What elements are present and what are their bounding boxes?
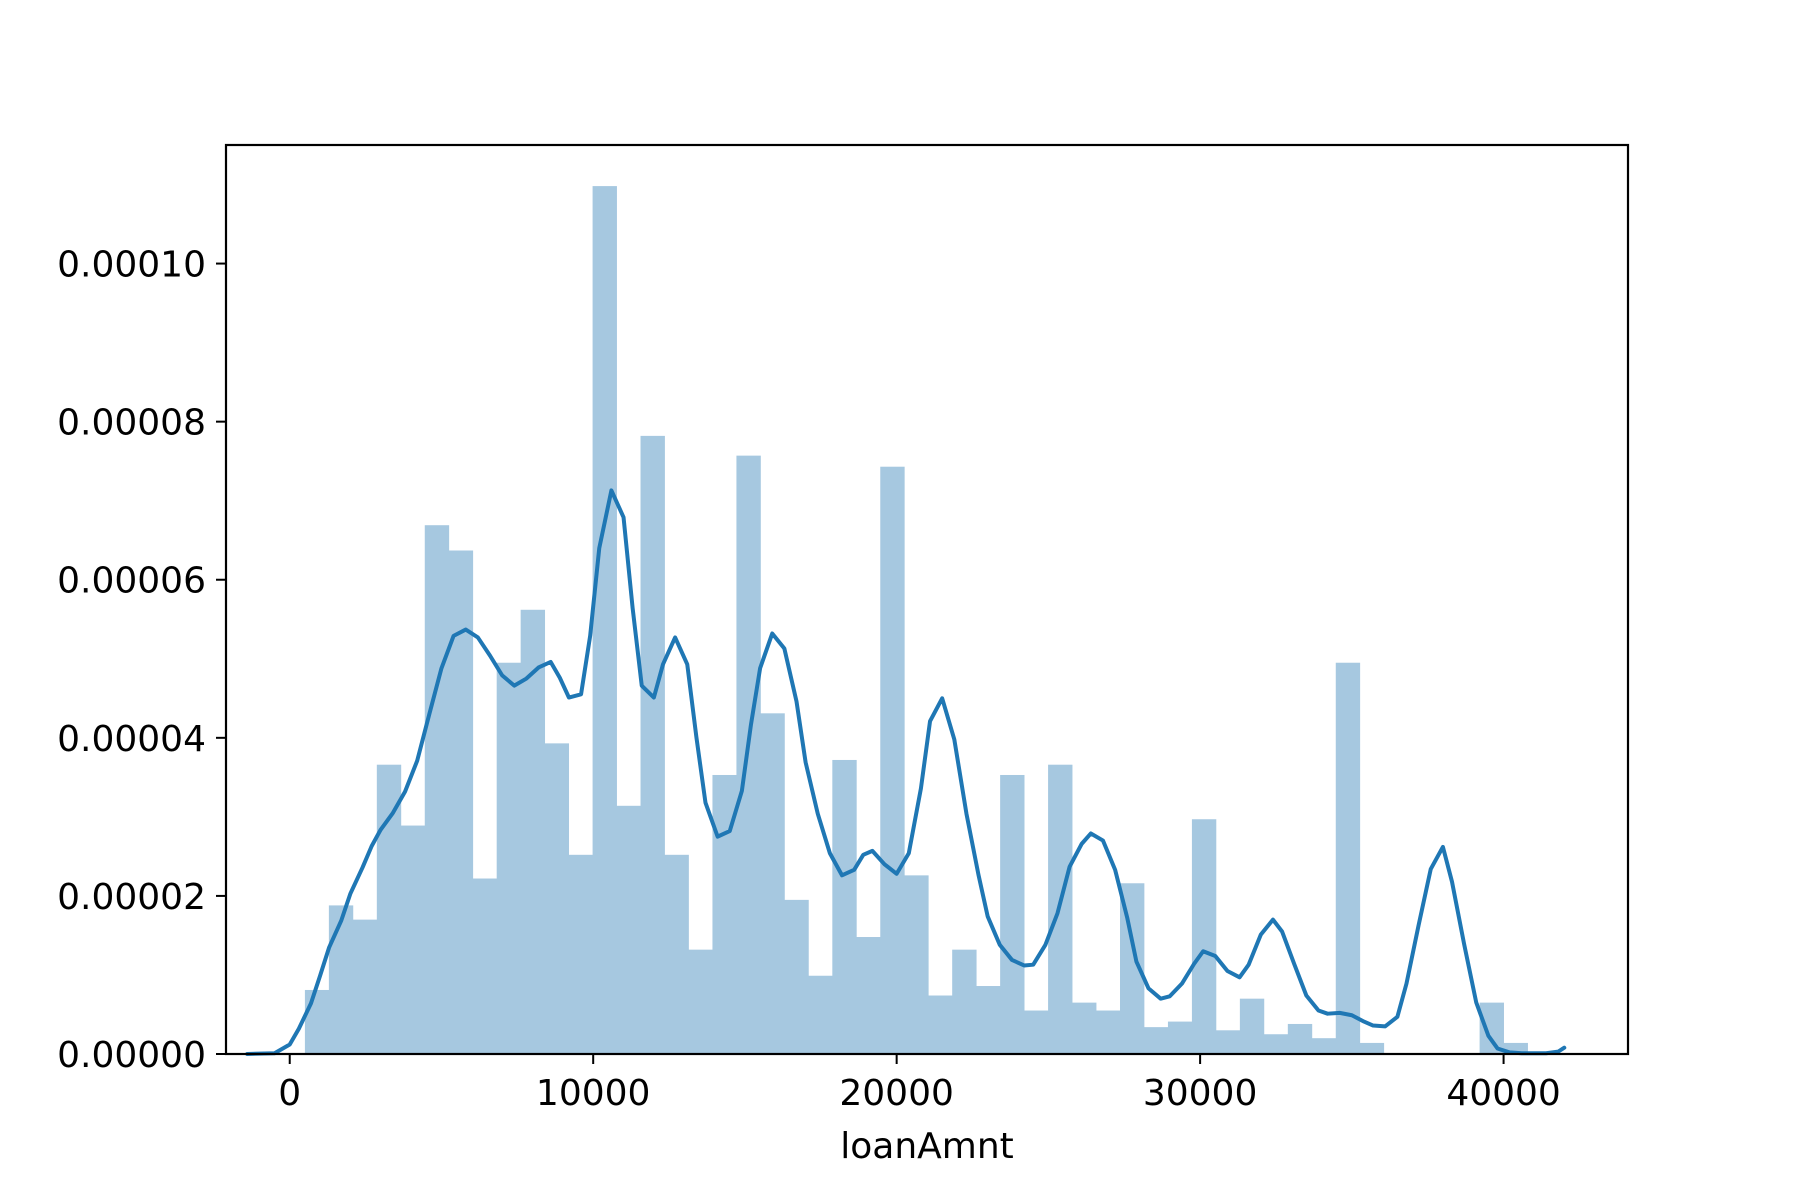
histogram-bar xyxy=(424,525,450,1054)
histogram-bar xyxy=(1263,1034,1289,1054)
y-tick-label: 0.00008 xyxy=(57,403,206,444)
histogram-bar xyxy=(568,854,593,1054)
histogram-bar xyxy=(1024,1010,1049,1054)
histogram-bar xyxy=(664,854,689,1054)
histogram-bars xyxy=(304,186,1528,1055)
histogram-bar xyxy=(376,764,402,1054)
histogram-bar xyxy=(1143,1027,1169,1054)
histogram-bar xyxy=(616,805,641,1054)
histogram-bar xyxy=(904,875,929,1054)
histogram-bar xyxy=(1359,1042,1385,1054)
histogram-bar xyxy=(472,878,498,1054)
histogram-bar xyxy=(1503,1042,1528,1054)
histogram-bar xyxy=(952,949,977,1054)
histogram-bar xyxy=(976,986,1001,1054)
histogram-bar xyxy=(544,743,570,1054)
histogram-bar xyxy=(1335,662,1361,1054)
histogram-bar xyxy=(880,466,905,1055)
histogram-bar xyxy=(304,989,330,1054)
histogram-bar xyxy=(400,825,426,1054)
histogram-bar xyxy=(832,759,857,1054)
plot-frame xyxy=(224,143,1630,1056)
histogram-bar xyxy=(856,937,881,1054)
x-axis-ticks: 0 10000 20000 30000 40000 xyxy=(278,1054,1561,1114)
histogram-bar xyxy=(640,435,665,1054)
histogram-bar xyxy=(1215,1030,1241,1054)
histogram-bar xyxy=(784,899,809,1054)
histogram-bar xyxy=(1479,1002,1504,1054)
histogram-bar xyxy=(1072,1002,1097,1054)
histogram-bar xyxy=(1000,774,1025,1054)
histogram-bar xyxy=(1167,1021,1193,1054)
histogram-bar xyxy=(1239,998,1265,1054)
kde-curve xyxy=(245,488,1567,1056)
y-tick-label: 0.00000 xyxy=(57,1035,206,1076)
y-tick-label: 0.00002 xyxy=(57,877,206,918)
histogram-bar xyxy=(1191,819,1217,1054)
x-tick-label: 0 xyxy=(278,1073,301,1114)
histogram-bar xyxy=(808,975,833,1054)
x-tick-label: 40000 xyxy=(1446,1073,1561,1114)
x-axis-title: loanAmnt xyxy=(840,1126,1014,1167)
histogram-bar xyxy=(496,662,522,1054)
y-axis-ticks: 0.00000 0.00002 0.00004 0.00006 0.00008 0.000… xyxy=(57,245,226,1076)
x-tick-label: 10000 xyxy=(536,1073,651,1114)
histogram-bar xyxy=(352,919,378,1054)
kde-curve-layer xyxy=(245,488,1567,1056)
histogram-bar xyxy=(328,905,354,1054)
x-tick-label: 30000 xyxy=(1143,1073,1258,1114)
y-tick-label: 0.00006 xyxy=(57,561,206,602)
histogram-bar xyxy=(688,949,713,1054)
histogram-bar xyxy=(928,995,953,1054)
histogram-bar xyxy=(448,550,474,1054)
histogram-bar xyxy=(760,713,785,1054)
histogram-bar xyxy=(592,186,617,1055)
histogram-bar xyxy=(520,609,546,1054)
y-tick-label: 0.00010 xyxy=(57,245,206,286)
histogram-bar xyxy=(1287,1023,1313,1054)
x-tick-label: 20000 xyxy=(839,1073,954,1114)
y-tick-label: 0.00004 xyxy=(57,719,206,760)
histogram-bar xyxy=(1096,1010,1121,1054)
histogram-bar xyxy=(1311,1038,1337,1054)
